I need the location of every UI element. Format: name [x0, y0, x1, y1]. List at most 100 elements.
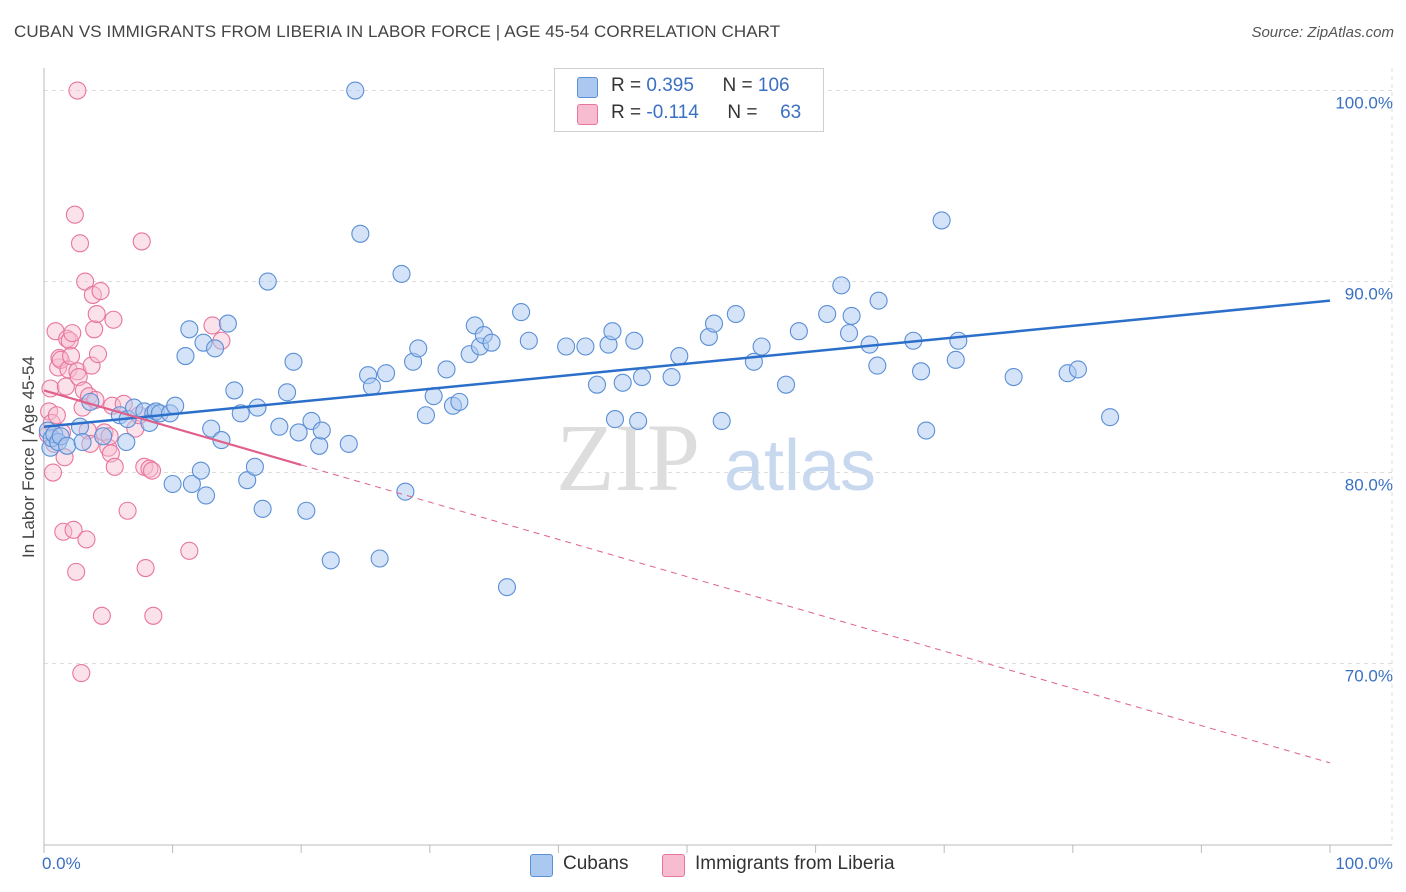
cuban-point — [321, 551, 340, 570]
cuban-point — [70, 417, 90, 436]
liberia-point — [58, 329, 77, 348]
cuban-point — [557, 337, 576, 356]
y-tick-label: 70.0% — [1345, 667, 1393, 686]
correlation-legend: R = 0.395 N = 106 R = -0.114 N = 63 — [554, 68, 824, 132]
watermark-atlas: atlas — [724, 426, 876, 506]
cuban-point — [278, 383, 297, 402]
x-tick-label: 0.0% — [42, 854, 81, 873]
legend-liberia-r-label: R = — [611, 102, 642, 123]
liberia-point — [92, 606, 111, 625]
legend-liberia-n-label: N = — [727, 102, 758, 123]
cuban-point — [117, 432, 136, 452]
cuban-point — [632, 367, 652, 387]
cuban-point — [450, 392, 469, 411]
liberia-point — [118, 501, 137, 520]
cuban-point — [868, 356, 887, 375]
liberia-point — [203, 316, 222, 335]
liberia-point — [67, 562, 86, 581]
cuban-point — [752, 337, 771, 356]
liberia-point — [136, 558, 155, 578]
cuban-point — [409, 339, 428, 358]
cuban-point — [512, 303, 531, 322]
cuban-point — [284, 352, 303, 371]
cuban-point — [1004, 367, 1023, 387]
cuban-point — [1068, 360, 1087, 379]
liberia-point — [77, 530, 96, 549]
trend-lines — [43, 299, 1331, 764]
cuban-swatch-bottom — [530, 854, 553, 877]
cuban-point — [519, 331, 538, 350]
cuban-point — [253, 499, 272, 518]
y-tick-label: 90.0% — [1345, 285, 1393, 304]
cuban-point — [205, 339, 225, 358]
liberia-point — [101, 444, 120, 463]
liberia-point — [87, 304, 106, 324]
liberia-points — [38, 81, 231, 683]
cuban-point — [339, 434, 358, 453]
bottom-legend-liberia-label: Immigrants from Liberia — [695, 853, 895, 874]
liberia-trend-extension — [301, 464, 1331, 764]
cuban-point — [832, 276, 851, 295]
cuban-swatch — [577, 77, 598, 98]
axis-labels: 70.0% 80.0% 90.0% 100.0% 0.0% 100.0% In Labor … — [19, 94, 1393, 873]
liberia-point — [51, 350, 70, 369]
cuban-point — [912, 362, 931, 381]
liberia-point — [61, 346, 81, 366]
cuban-point — [603, 322, 622, 341]
liberia-point — [105, 457, 124, 476]
cuban-point — [587, 375, 607, 394]
watermark: ZIP atlas — [556, 404, 876, 511]
cuban-point — [789, 322, 808, 341]
liberia-point — [43, 463, 63, 482]
cuban-point — [839, 324, 859, 343]
cuban-point — [312, 421, 331, 440]
liberia-point — [180, 541, 199, 560]
cuban-point — [482, 333, 501, 352]
source-label: Source: ZipAtlas.com — [1251, 24, 1394, 41]
cuban-point — [73, 432, 92, 452]
liberia-point — [68, 81, 87, 100]
cuban-point — [946, 350, 965, 369]
cuban-point — [362, 377, 381, 396]
cuban-point — [182, 474, 201, 494]
cuban-point — [1101, 408, 1120, 427]
legend-liberia-r-value: -0.114 — [646, 102, 699, 123]
liberia-point — [72, 664, 91, 683]
x-tick-label: 100.0% — [1335, 854, 1393, 873]
y-tick-label: 80.0% — [1345, 476, 1393, 495]
cuban-point — [917, 421, 936, 440]
cuban-point — [670, 346, 689, 366]
cuban-point — [576, 337, 595, 356]
cuban-point — [497, 578, 517, 597]
cuban-point — [605, 410, 625, 429]
legend-cuban-r-value: 0.395 — [646, 75, 694, 96]
liberia-point — [69, 367, 88, 387]
liberia-point — [144, 606, 163, 625]
liberia-point — [132, 232, 151, 251]
liberia-point — [82, 356, 101, 375]
cuban-point — [238, 471, 257, 490]
cuban-point — [58, 436, 77, 455]
cuban-point — [180, 320, 199, 339]
cuban-point — [166, 396, 185, 415]
liberia-point — [47, 406, 66, 425]
cuban-point — [225, 381, 244, 400]
cuban-point — [629, 411, 648, 431]
cuban-point — [869, 291, 888, 310]
liberia-point — [88, 345, 108, 364]
cuban-point — [202, 419, 221, 438]
cuban-points — [38, 81, 1120, 597]
cuban-point — [613, 373, 632, 392]
cuban-point — [258, 272, 277, 291]
cuban-point — [297, 501, 316, 520]
cuban-point — [196, 486, 216, 505]
cuban-point — [310, 436, 329, 455]
watermark-zip: ZIP — [556, 404, 700, 511]
bottom-legend-cubans-label: Cubans — [563, 853, 629, 874]
cuban-point — [949, 331, 968, 350]
cuban-point — [416, 406, 435, 425]
cuban-point — [396, 482, 415, 501]
legend-liberia-n-value: 63 — [780, 102, 802, 123]
cuban-point — [94, 427, 113, 446]
cuban-point — [346, 81, 365, 100]
